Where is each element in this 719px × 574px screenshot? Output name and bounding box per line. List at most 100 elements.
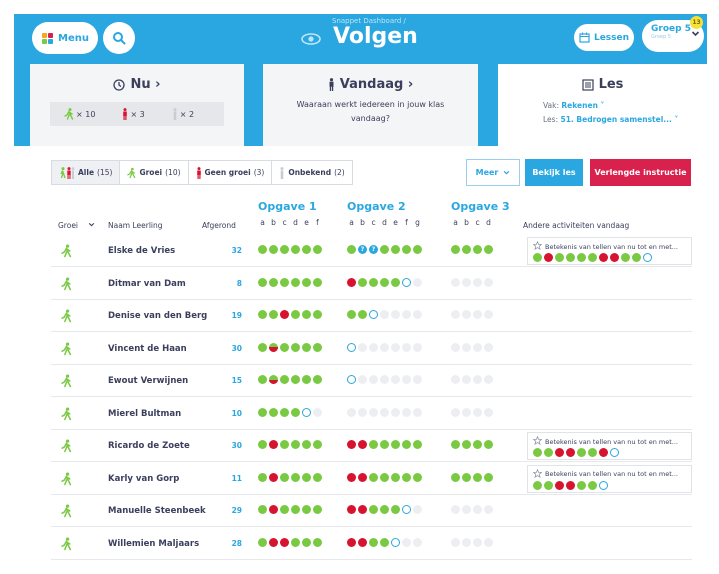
opgave-header-2[interactable]: Opgave 2: [347, 200, 406, 213]
answer-dot[interactable]: [402, 277, 411, 287]
answer-dot[interactable]: [380, 310, 389, 319]
other-activity-card[interactable]: Betekenis van tellen van nu tot en met..…: [527, 464, 692, 493]
answer-dot[interactable]: [291, 407, 300, 417]
answer-dot[interactable]: [269, 472, 278, 482]
answer-dot[interactable]: [258, 472, 267, 482]
answer-dot[interactable]: [280, 537, 289, 547]
answer-dot[interactable]: [358, 277, 367, 287]
answer-dot[interactable]: [358, 505, 367, 514]
answer-dot[interactable]: [369, 375, 378, 384]
answer-dot[interactable]: [566, 448, 575, 457]
answer-dot[interactable]: [473, 342, 482, 352]
answer-dot[interactable]: [258, 342, 267, 352]
answer-dot[interactable]: [413, 407, 422, 417]
answer-dot[interactable]: [402, 537, 411, 547]
answer-dot[interactable]: [347, 342, 356, 352]
answer-dot[interactable]: [280, 375, 289, 384]
answer-dot[interactable]: [369, 277, 378, 287]
answer-dot[interactable]: [358, 407, 367, 417]
answer-dot[interactable]: [473, 375, 482, 384]
student-row[interactable]: Vincent de Haan 30: [51, 333, 692, 365]
other-activity-card[interactable]: Betekenis van tellen van nu tot en met..…: [527, 237, 692, 265]
filter-onbekend[interactable]: Onbekend (2): [272, 161, 351, 184]
answer-dot[interactable]: [380, 375, 389, 384]
answer-dot[interactable]: [280, 407, 289, 417]
answer-dot[interactable]: ?: [369, 245, 378, 254]
answer-dot[interactable]: [577, 480, 586, 490]
answer-dot[interactable]: [402, 310, 411, 319]
answer-dot[interactable]: [347, 310, 356, 319]
student-name[interactable]: Elske de Vries: [108, 246, 176, 256]
answer-dot[interactable]: [302, 472, 311, 482]
meer-button[interactable]: Meer: [466, 159, 520, 186]
answer-dot[interactable]: [269, 342, 278, 352]
answer-dot[interactable]: [413, 277, 422, 287]
answer-dot[interactable]: [544, 253, 553, 262]
student-name[interactable]: Mierel Bultman: [108, 408, 182, 419]
answer-dot[interactable]: [413, 472, 422, 482]
answer-dot[interactable]: [588, 480, 597, 490]
answer-dot[interactable]: [462, 375, 471, 384]
student-name[interactable]: Karly van Gorp: [108, 473, 180, 484]
answer-dot[interactable]: [451, 407, 460, 417]
answer-dot[interactable]: [291, 245, 300, 254]
answer-dot[interactable]: [380, 440, 389, 449]
answer-dot[interactable]: [533, 253, 542, 262]
answer-dot[interactable]: [302, 277, 311, 287]
student-name[interactable]: Denise van den Berg: [108, 311, 208, 321]
answer-dot[interactable]: [347, 440, 356, 449]
answer-dot[interactable]: [484, 375, 493, 384]
bekijk-les-button[interactable]: Bekijk les: [525, 159, 583, 186]
answer-dot[interactable]: [462, 310, 471, 319]
answer-dot[interactable]: [402, 505, 411, 514]
answer-dot[interactable]: [302, 245, 311, 254]
answer-dot[interactable]: [291, 310, 300, 319]
answer-dot[interactable]: [258, 277, 267, 287]
col-groei-header[interactable]: Groei: [58, 221, 95, 230]
answer-dot[interactable]: [413, 310, 422, 319]
answer-dot[interactable]: [599, 253, 608, 262]
answer-dot[interactable]: [473, 440, 482, 449]
answer-dot[interactable]: [313, 407, 322, 417]
answer-dot[interactable]: [358, 472, 367, 482]
breadcrumb[interactable]: Snappet Dashboard /: [332, 17, 406, 25]
answer-dot[interactable]: [347, 505, 356, 514]
answer-dot[interactable]: [269, 407, 278, 417]
filter-alle[interactable]: Alle (15): [52, 161, 121, 184]
answer-dot[interactable]: [610, 253, 619, 262]
answer-dot[interactable]: [291, 277, 300, 287]
answer-dot[interactable]: [380, 277, 389, 287]
answer-dot[interactable]: [258, 537, 267, 547]
answer-dot[interactable]: [380, 245, 389, 254]
answer-dot[interactable]: [391, 277, 400, 287]
answer-dot[interactable]: [413, 245, 422, 254]
student-name[interactable]: Ewout Verwijnen: [108, 376, 189, 386]
answer-dot[interactable]: [577, 448, 586, 457]
answer-dot[interactable]: [413, 505, 422, 514]
answer-dot[interactable]: [313, 245, 322, 254]
answer-dot[interactable]: [313, 472, 322, 482]
answer-dot[interactable]: [369, 440, 378, 449]
answer-dot[interactable]: [291, 537, 300, 547]
answer-dot[interactable]: [632, 253, 641, 262]
answer-dot[interactable]: [358, 537, 367, 547]
answer-dot[interactable]: [302, 310, 311, 319]
answer-dot[interactable]: [462, 245, 471, 254]
answer-dot[interactable]: [484, 245, 493, 254]
answer-dot[interactable]: [473, 505, 482, 514]
answer-dot[interactable]: [313, 277, 322, 287]
answer-dot[interactable]: [291, 440, 300, 449]
student-row[interactable]: Karly van Gorp 11 Betekenis van tellen van…: [51, 463, 692, 495]
answer-dot[interactable]: [451, 505, 460, 514]
answer-dot[interactable]: [402, 342, 411, 352]
answer-dot[interactable]: [258, 407, 267, 417]
answer-dot[interactable]: [484, 505, 493, 514]
answer-dot[interactable]: [462, 505, 471, 514]
student-name[interactable]: Vincent de Haan: [108, 343, 187, 354]
answer-dot[interactable]: [380, 342, 389, 352]
answer-dot[interactable]: [369, 472, 378, 482]
answer-dot[interactable]: [391, 505, 400, 514]
answer-dot[interactable]: [258, 245, 267, 254]
answer-dot[interactable]: [391, 440, 400, 449]
answer-dot[interactable]: [413, 375, 422, 384]
